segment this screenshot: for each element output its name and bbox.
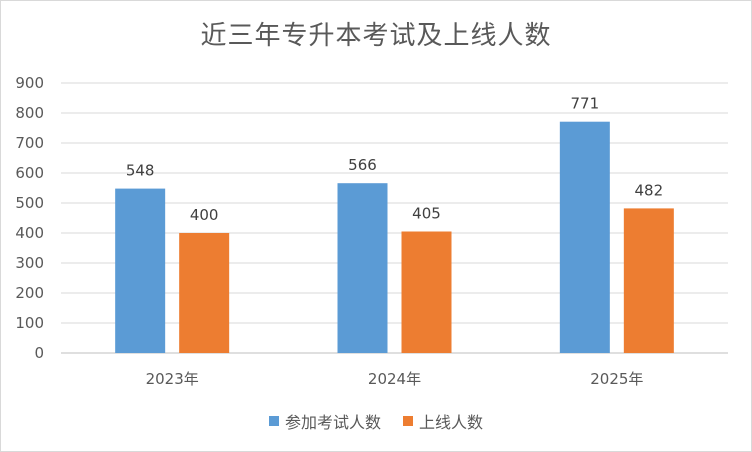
chart-title: 近三年专升本考试及上线人数 [200, 21, 552, 51]
y-tick-label: 800 [15, 104, 44, 122]
data-label: 482 [635, 181, 664, 199]
x-tick-label: 2025年 [590, 370, 643, 388]
legend-item-series-2: 上线人数 [403, 409, 483, 433]
chart-legend: 参加考试人数 上线人数 [1, 409, 751, 433]
bar [401, 231, 452, 353]
y-tick-label: 200 [15, 284, 44, 302]
y-tick-label: 700 [15, 134, 44, 152]
y-tick-label: 900 [15, 74, 44, 92]
bar [623, 208, 674, 353]
y-tick-label: 400 [15, 224, 44, 242]
data-label: 548 [126, 162, 155, 180]
bar [559, 121, 610, 353]
y-tick-label: 0 [34, 344, 44, 362]
data-label: 771 [571, 95, 600, 113]
legend-item-series-1: 参加考试人数 [268, 409, 381, 433]
y-tick-label: 100 [15, 314, 44, 332]
x-tick-label: 2023年 [146, 370, 199, 388]
legend-label-series-2: 上线人数 [419, 413, 484, 432]
bar [179, 233, 230, 353]
y-tick-label: 600 [15, 164, 44, 182]
legend-swatch-series-1 [268, 416, 279, 426]
data-label: 400 [190, 206, 219, 224]
y-tick-label: 300 [15, 254, 44, 272]
x-tick-label: 2024年 [368, 370, 421, 388]
data-label: 566 [348, 156, 377, 174]
bar [337, 183, 388, 353]
bar [115, 188, 166, 353]
data-label: 405 [412, 205, 441, 223]
legend-swatch-series-2 [403, 416, 413, 426]
legend-label-series-1: 参加考试人数 [284, 413, 381, 432]
y-tick-label: 500 [15, 194, 44, 212]
chart-plot: 0 100 200 300 400 500 600 700 800 900 548 400 2023年 5… [15, 74, 728, 388]
